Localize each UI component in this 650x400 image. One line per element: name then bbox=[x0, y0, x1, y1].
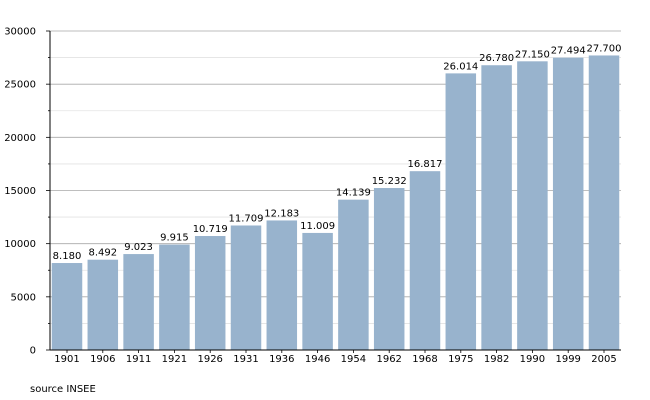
x-tick-label-1911: 1911 bbox=[126, 354, 151, 365]
x-tick-label-1999: 1999 bbox=[555, 354, 580, 365]
x-tick-label-1982: 1982 bbox=[484, 354, 509, 365]
bar-1936 bbox=[266, 220, 298, 350]
data-label-1946: 11.009 bbox=[300, 221, 335, 232]
data-label-1954: 14.139 bbox=[336, 188, 371, 199]
x-tick-label-1926: 1926 bbox=[197, 354, 222, 365]
data-label-1901: 8.180 bbox=[53, 251, 82, 262]
data-label-1990: 27.150 bbox=[515, 49, 550, 60]
source-label: source INSEE bbox=[30, 384, 96, 395]
data-label-1962: 15.232 bbox=[372, 176, 407, 187]
axes-group bbox=[46, 30, 621, 353]
x-tick-label-1906: 1906 bbox=[90, 354, 115, 365]
bar-1911 bbox=[123, 254, 154, 350]
bar-1926 bbox=[194, 236, 226, 350]
bar-2005 bbox=[588, 55, 620, 351]
bar-1990 bbox=[517, 61, 548, 351]
x-tick-label-1936: 1936 bbox=[269, 354, 294, 365]
x-tick-label-1946: 1946 bbox=[305, 354, 330, 365]
y-tick-label-30000: 30000 bbox=[4, 27, 36, 38]
x-tick-labels-group: 1901 1906 1911 1921 1926 1931 1936 1946 1954 1962… bbox=[54, 354, 616, 365]
x-tick-label-1975: 1975 bbox=[448, 354, 473, 365]
data-label-1906: 8.492 bbox=[88, 248, 117, 259]
y-tick-label-25000: 25000 bbox=[4, 80, 36, 91]
data-label-2005: 27.700 bbox=[587, 43, 622, 54]
x-tick-label-1954: 1954 bbox=[341, 354, 366, 365]
data-label-1936: 12.183 bbox=[264, 208, 299, 219]
data-label-1931: 11.709 bbox=[229, 213, 264, 224]
y-tick-labels-group: 0 5000 10000 15000 20000 25000 30000 bbox=[4, 27, 36, 357]
bar-1906 bbox=[87, 259, 119, 350]
bar-1975 bbox=[445, 73, 477, 350]
y-tick-label-15000: 15000 bbox=[4, 186, 36, 197]
x-tick-label-1901: 1901 bbox=[54, 354, 79, 365]
bar-1921 bbox=[159, 244, 190, 350]
y-tick-label-10000: 10000 bbox=[4, 239, 36, 250]
bar-1946 bbox=[302, 232, 333, 350]
x-tick-label-1990: 1990 bbox=[520, 354, 545, 365]
bar-1962 bbox=[373, 188, 405, 350]
y-tick-label-0: 0 bbox=[30, 346, 36, 357]
bar-1931 bbox=[230, 225, 262, 350]
y-tick-label-5000: 5000 bbox=[11, 292, 36, 303]
data-label-1968: 16.817 bbox=[408, 159, 443, 170]
data-label-1982: 26.780 bbox=[479, 53, 514, 64]
data-label-1975: 26.014 bbox=[443, 61, 478, 72]
x-tick-label-1931: 1931 bbox=[233, 354, 258, 365]
x-tick-label-1968: 1968 bbox=[412, 354, 437, 365]
data-label-1999: 27.494 bbox=[551, 46, 586, 57]
bar-1954 bbox=[338, 199, 369, 350]
bar-1999 bbox=[552, 57, 584, 351]
x-tick-label-1921: 1921 bbox=[162, 354, 187, 365]
data-label-1921: 9.915 bbox=[160, 233, 189, 244]
data-label-1926: 10.719 bbox=[193, 224, 228, 235]
x-tick-label-1962: 1962 bbox=[376, 354, 401, 365]
bars-group bbox=[51, 55, 620, 351]
y-tick-label-20000: 20000 bbox=[4, 133, 36, 144]
bar-1901 bbox=[51, 263, 83, 350]
x-tick-label-2005: 2005 bbox=[591, 354, 616, 365]
bar-1968 bbox=[409, 171, 441, 350]
data-label-1911: 9.023 bbox=[124, 242, 153, 253]
bar-1982 bbox=[481, 65, 512, 351]
